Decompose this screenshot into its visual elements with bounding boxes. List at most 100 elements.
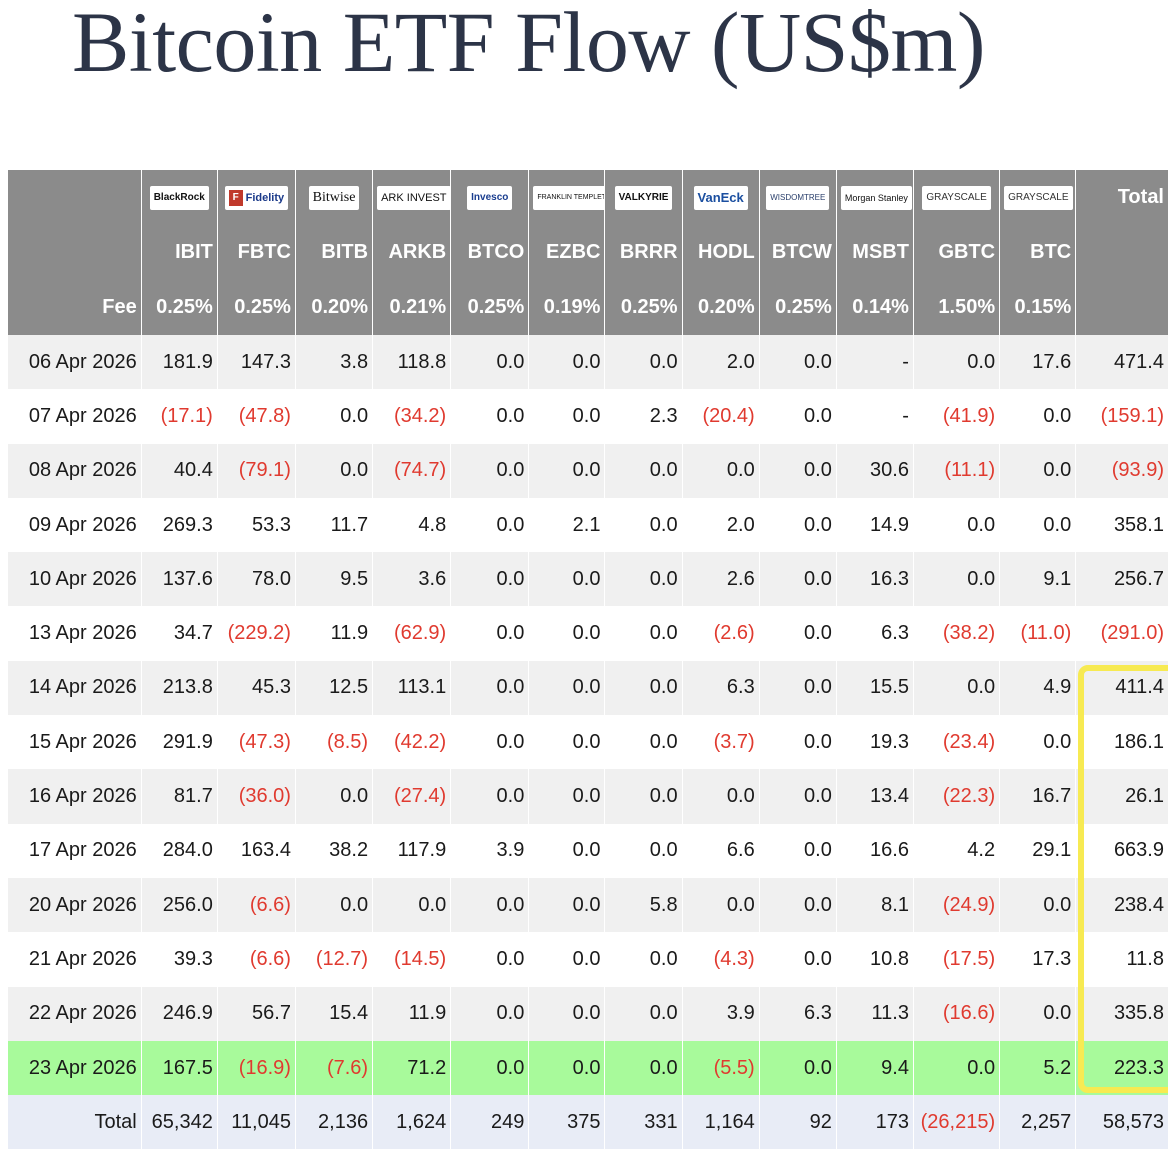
total-flow-cell: 358.1 [1113, 513, 1164, 536]
flow-cell: 2,136 [295, 1095, 374, 1149]
flow-cell: (42.2) [372, 715, 452, 770]
flow-cell: (229.2) [217, 606, 296, 661]
date-cell: 14 Apr 2026 [8, 660, 142, 716]
flow-cell: 71.2 [372, 1040, 452, 1096]
flow-cell: 53.3 [217, 497, 296, 553]
ticker-header: HODL [682, 225, 760, 280]
flow-cell: 163.4 [217, 823, 296, 878]
flow-cell: 4.8 [372, 497, 452, 553]
issuer-logo-cell: Morgan Stanley [836, 170, 914, 225]
flow-cell: 13.4 [836, 769, 914, 824]
flow-cell: 0.0 [450, 389, 530, 444]
flow-cell: 16.3 [836, 552, 914, 607]
flow-cell: 0.0 [604, 932, 683, 987]
table-row: 13 Apr 2026 34.7 (229.2) 11.9 (62.9) 0.0 0.0 0.… [8, 606, 1168, 661]
flow-cell: 0.0 [450, 552, 530, 607]
table-row: 21 Apr 2026 39.3 (6.6) (12.7) (14.5) 0.0 0.0 0.… [8, 932, 1168, 987]
flow-cell: 0.0 [604, 497, 683, 553]
flow-cell: 39.3 [141, 932, 218, 987]
flow-cell: 181.9 [141, 335, 218, 390]
ticker-header: BTCW [759, 225, 837, 280]
flow-cell: (74.7) [372, 443, 452, 498]
flow-cell: 0.0 [528, 715, 606, 770]
flow-cell: 0.0 [682, 877, 760, 933]
flow-cell: 17.3 [999, 932, 1077, 987]
flow-cell: 11.9 [372, 986, 452, 1041]
date-cell: 13 Apr 2026 [8, 606, 142, 661]
ticker-header: GBTC [913, 225, 1001, 280]
grayscale-logo: GRAYSCALE [1004, 185, 1073, 210]
flow-cell: 0.0 [528, 335, 606, 390]
header-blank-cell [1075, 280, 1168, 335]
flow-cell: (16.9) [217, 1040, 296, 1096]
table-row: 23 Apr 2026 167.5 (16.9) (7.6) 71.2 0.0 0.0 0.0… [8, 1040, 1168, 1096]
flow-cell: (7.6) [295, 1040, 374, 1096]
flow-cell: 4.2 [913, 823, 1001, 878]
flow-cell: 0.0 [913, 552, 1001, 607]
flow-cell: 0.0 [913, 497, 1001, 553]
flow-cell: 6.3 [836, 606, 914, 661]
invesco-logo: Invesco [467, 185, 513, 210]
table-row: 15 Apr 2026 291.9 (47.3) (8.5) (42.2) 0.0 0.0 0… [8, 715, 1168, 770]
flow-cell: - [836, 389, 914, 444]
flow-cell: 0.0 [604, 552, 683, 607]
flow-cell: 65,342 [141, 1095, 218, 1149]
flow-cell: 331 [604, 1095, 683, 1149]
flow-cell: 0.0 [759, 497, 837, 553]
flow-cell: 0.0 [528, 1040, 606, 1096]
total-flow-cell: (159.1) [1100, 404, 1164, 427]
flow-cell: 0.0 [528, 932, 606, 987]
flow-cell: (6.6) [217, 932, 296, 987]
flow-cell: (27.4) [372, 769, 452, 824]
issuer-logo-cell: ARK INVEST [372, 170, 452, 225]
date-cell: 20 Apr 2026 [8, 877, 142, 933]
total-flow-cell: 186.1 [1113, 730, 1164, 753]
flow-cell: 0.0 [999, 497, 1077, 553]
flow-cell: 0.0 [604, 769, 683, 824]
flow-cell: (5.5) [682, 1040, 760, 1096]
flow-cell: 92 [759, 1095, 837, 1149]
flow-cell: 29.1 [999, 823, 1077, 878]
issuer-logo-cell: Bitwise [295, 170, 374, 225]
ticker-header: ARKB [372, 225, 452, 280]
issuer-logo-cell: WISDOMTREE [759, 170, 837, 225]
flow-cell: 0.0 [759, 552, 837, 607]
flow-cell: 40.4 [141, 443, 218, 498]
flow-cell: 246.9 [141, 986, 218, 1041]
flow-cell: 2.0 [682, 335, 760, 390]
flow-cell: 17.6 [999, 335, 1077, 390]
flow-cell: (8.5) [295, 715, 374, 770]
valkyrie-logo: VALKYRIE [614, 185, 673, 210]
flow-cell: 0.0 [295, 389, 374, 444]
flow-cell: (2.6) [682, 606, 760, 661]
flow-cell: 34.7 [141, 606, 218, 661]
total-label: Total [8, 1095, 142, 1149]
issuer-logo-cell: FRANKLIN TEMPLETON [528, 170, 606, 225]
flow-cell: 0.0 [759, 877, 837, 933]
flow-cell: 0.0 [450, 986, 530, 1041]
flow-cell: (14.5) [372, 932, 452, 987]
flow-cell: 1,624 [372, 1095, 452, 1149]
flow-cell: (11.1) [913, 443, 1001, 498]
flow-cell: 0.0 [295, 769, 374, 824]
flow-cell: 0.0 [450, 443, 530, 498]
issuer-logo-cell: GRAYSCALE [913, 170, 1001, 225]
flow-cell: 6.3 [759, 986, 837, 1041]
flow-cell: - [836, 335, 914, 390]
flow-cell: 0.0 [528, 443, 606, 498]
table-row: 08 Apr 2026 40.4 (79.1) 0.0 (74.7) 0.0 0.0 0.0 0… [8, 443, 1168, 498]
flow-cell: 0.0 [913, 1040, 1001, 1096]
flow-cell: 0.0 [913, 660, 1001, 716]
flow-cell: 4.9 [999, 660, 1077, 716]
flow-cell: 9.5 [295, 552, 374, 607]
date-cell: 21 Apr 2026 [8, 932, 142, 987]
flow-cell: (41.9) [913, 389, 1001, 444]
header-blank-cell [8, 225, 142, 280]
flow-cell: 3.8 [295, 335, 374, 390]
flow-cell: 2,257 [999, 1095, 1077, 1149]
flow-cell: 81.7 [141, 769, 218, 824]
flow-cell: 56.7 [217, 986, 296, 1041]
flow-cell: 0.0 [604, 986, 683, 1041]
fee-cell: 0.21% [372, 280, 452, 335]
flow-cell: 14.9 [836, 497, 914, 553]
